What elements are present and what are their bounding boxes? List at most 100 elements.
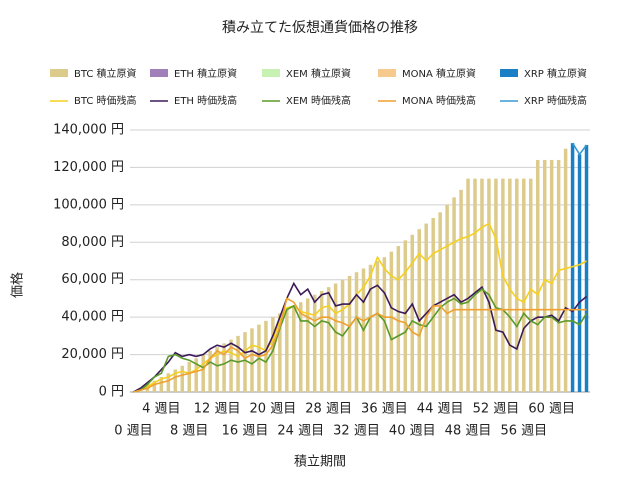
- bar: [515, 178, 519, 392]
- bar: [382, 257, 387, 392]
- bar: [368, 264, 373, 392]
- x-tick-label: 44 週目: [417, 402, 464, 417]
- legend-label: XRP 時価残高: [524, 94, 587, 107]
- legend-label: MONA 積立原資: [402, 67, 476, 80]
- x-tick-label: 28 週目: [305, 402, 352, 417]
- legend-swatch: [262, 69, 280, 77]
- bar: [333, 283, 338, 392]
- bar: [215, 347, 219, 392]
- bar: [375, 261, 380, 392]
- x-tick-label: 0 週目: [114, 424, 152, 439]
- x-tick-label: 8 週目: [170, 424, 208, 439]
- legend-label: ETH 時価残高: [174, 94, 237, 107]
- y-tick-label: 0 円: [99, 385, 124, 400]
- x-tick-label: 40 週目: [389, 424, 436, 439]
- bar: [570, 143, 575, 392]
- legend-label: MONA 時価残高: [402, 94, 476, 107]
- bar: [494, 178, 498, 392]
- legend-label: BTC 時価残高: [74, 94, 137, 107]
- bar: [501, 178, 505, 392]
- bar: [194, 358, 198, 392]
- bar: [542, 159, 547, 392]
- bar: [271, 317, 275, 392]
- bar: [389, 251, 394, 392]
- x-tick-label: 32 週目: [333, 424, 380, 439]
- bar: [354, 272, 359, 392]
- x-tick-label: 52 週目: [473, 402, 520, 417]
- y-tick-label: 40,000 円: [61, 310, 124, 325]
- bar: [480, 178, 484, 392]
- x-tick-label: 12 週目: [194, 402, 241, 417]
- x-tick-label: 60 週目: [528, 402, 575, 417]
- bar: [292, 305, 296, 392]
- bar: [152, 380, 157, 392]
- x-tick-label: 48 週目: [445, 424, 492, 439]
- bar: [487, 178, 491, 392]
- y-tick-label: 100,000 円: [53, 197, 124, 212]
- bar: [201, 354, 205, 392]
- y-tick-label: 120,000 円: [53, 160, 124, 175]
- bar: [299, 302, 303, 392]
- bar: [305, 298, 310, 392]
- bar: [319, 290, 324, 392]
- bar: [173, 369, 178, 392]
- legend-swatch: [50, 69, 68, 77]
- x-axis-title: 積立期間: [294, 455, 346, 470]
- bar: [522, 178, 526, 392]
- x-tick-label: 4 週目: [142, 402, 180, 417]
- x-tick-label: 16 週目: [222, 424, 269, 439]
- bar: [229, 339, 233, 392]
- bar: [563, 148, 568, 392]
- bar: [466, 178, 470, 392]
- bar: [347, 275, 352, 392]
- bar: [326, 287, 331, 392]
- x-tick-label: 36 週目: [361, 402, 408, 417]
- bar: [166, 373, 171, 392]
- bar: [180, 365, 185, 392]
- bar: [424, 223, 428, 392]
- bar: [236, 335, 240, 392]
- bar: [508, 178, 512, 392]
- bar: [417, 229, 421, 392]
- chart-title: 積み立てた仮想通貨価格の推移: [222, 19, 418, 36]
- legend-label: BTC 積立原資: [74, 67, 137, 80]
- bar: [431, 217, 435, 392]
- x-tick-label: 56 週目: [500, 424, 547, 439]
- legend-label: ETH 積立原資: [174, 67, 237, 80]
- bar: [410, 234, 415, 392]
- bar: [250, 328, 254, 392]
- bar: [312, 294, 317, 392]
- bar: [159, 377, 164, 392]
- bar: [208, 350, 212, 392]
- x-tick-label: 20 週目: [250, 402, 297, 417]
- bar: [222, 343, 226, 392]
- legend-label: XRP 積立原資: [524, 67, 587, 80]
- bar: [556, 159, 561, 392]
- legend-label: XEM 積立原資: [286, 67, 351, 80]
- bar: [243, 332, 247, 392]
- x-tick-label: 24 週目: [277, 424, 324, 439]
- bar: [285, 309, 289, 392]
- y-tick-label: 140,000 円: [53, 123, 124, 138]
- bar: [403, 240, 408, 392]
- legend-swatch: [150, 69, 168, 77]
- bar: [187, 362, 191, 392]
- y-tick-label: 20,000 円: [61, 347, 124, 362]
- line: [133, 297, 587, 393]
- bar: [584, 144, 589, 392]
- line: [571, 142, 588, 156]
- bar: [535, 159, 540, 392]
- line: [133, 281, 588, 393]
- line: [133, 288, 588, 393]
- bar: [577, 154, 582, 392]
- y-tick-label: 80,000 円: [61, 235, 124, 250]
- legend-label: XEM 時価残高: [286, 94, 351, 107]
- bar: [459, 189, 463, 392]
- bar: [264, 320, 268, 392]
- bar: [278, 313, 282, 392]
- legend-swatch: [378, 69, 396, 77]
- bar: [473, 178, 477, 392]
- bar: [396, 246, 401, 392]
